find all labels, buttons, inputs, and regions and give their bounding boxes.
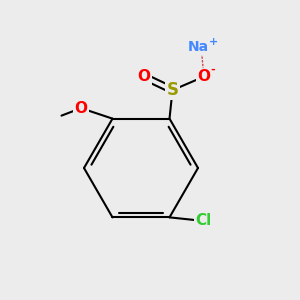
Text: O: O (137, 69, 151, 84)
Text: S: S (167, 81, 178, 99)
Text: -: - (211, 65, 215, 75)
Text: O: O (74, 100, 88, 116)
Text: Na: Na (188, 40, 208, 54)
Text: +: + (208, 38, 217, 47)
Text: O: O (197, 69, 211, 84)
Text: Cl: Cl (195, 213, 212, 228)
